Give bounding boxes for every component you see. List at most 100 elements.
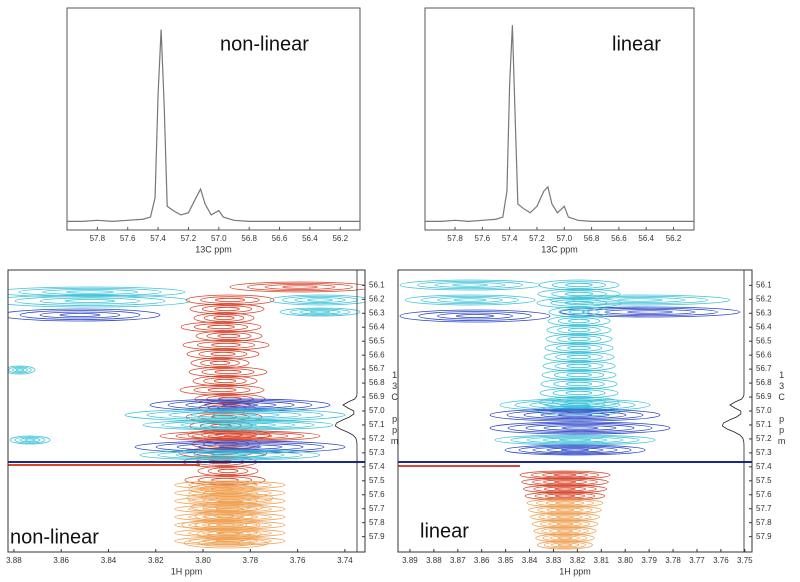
contour-line (543, 351, 615, 363)
contour-line (188, 366, 268, 378)
y-tick-label: 56.2 (756, 294, 772, 303)
x-tick-label: 57.0 (556, 234, 572, 243)
y-axis-label: 13C ppm (777, 370, 787, 447)
contour-line (627, 310, 673, 314)
contour-line (420, 295, 520, 305)
contour-line (418, 311, 532, 321)
x-tick-label: 56.2 (332, 234, 348, 243)
contour-line (19, 437, 41, 443)
y-tick-label: 57.9 (756, 532, 772, 541)
contour-line (188, 537, 272, 545)
contour-line (8, 365, 36, 375)
contour-line (247, 282, 353, 292)
x-tick-label: 3.78 (243, 556, 259, 565)
contour-line (206, 332, 252, 340)
contour-line (542, 479, 588, 485)
x-tick-label: 3.80 (617, 556, 633, 565)
contour-line (566, 363, 592, 369)
contour-line (526, 436, 624, 444)
contour-line (207, 324, 235, 330)
contour-line (542, 360, 616, 372)
contour-line (568, 318, 590, 324)
contour-line (193, 452, 267, 458)
contour-line (546, 447, 604, 453)
y-tick-label: 56.8 (756, 378, 772, 387)
contour-line (554, 487, 576, 491)
x-tick-label: 3.82 (148, 556, 164, 565)
contour-line (555, 353, 603, 361)
x-tick-label: 57.2 (181, 234, 197, 243)
contour-line (543, 541, 587, 549)
contour-line (203, 314, 245, 322)
contour-line (202, 514, 258, 520)
contour-line (452, 283, 488, 287)
x-tick-label: 3.81 (594, 556, 610, 565)
contour-line (214, 297, 246, 303)
x-tick-label: 3.76 (290, 556, 306, 565)
y-tick-label: 56.3 (369, 308, 385, 317)
y-tick-label: 57.4 (369, 462, 385, 471)
contour-line (542, 472, 588, 478)
contour-line (594, 297, 686, 303)
contour-line (188, 521, 272, 529)
contour-line (494, 434, 656, 446)
plot-frame (424, 7, 695, 231)
x-tick-label: 57.8 (447, 234, 463, 243)
contour-line (213, 315, 235, 321)
contour-line (201, 305, 253, 313)
contour-line (192, 375, 258, 387)
contour-line (542, 437, 608, 443)
x-axis-label: 1H ppm (559, 566, 591, 576)
contour-line (532, 446, 618, 454)
x-tick-label: 57.4 (150, 234, 166, 243)
contour-line (193, 386, 251, 394)
contour-line (557, 536, 573, 540)
contour-line (188, 529, 272, 537)
contour-line (24, 438, 36, 442)
contour-line (229, 281, 365, 293)
contour-line (545, 500, 585, 506)
contour-line (279, 307, 361, 317)
contour-line (215, 515, 245, 519)
contour-line (504, 444, 646, 456)
contour-line (289, 308, 351, 316)
y-tick-label: 57.1 (369, 420, 385, 429)
y-tick-label: 57.7 (756, 504, 772, 513)
x-tick-label: 56.6 (611, 234, 627, 243)
contour-line (175, 451, 285, 459)
contour-line (39, 297, 141, 305)
contour-line (547, 315, 611, 327)
contour-line (518, 445, 632, 455)
contour-line (544, 342, 614, 354)
contour-line (453, 298, 487, 302)
contour-line (176, 442, 304, 451)
projection-trace (721, 270, 745, 552)
x-tick-label: 56.6 (272, 234, 288, 243)
y-tick-label: 57.4 (756, 462, 772, 471)
y-axis-label: 13C ppm (390, 370, 400, 447)
y-tick-label: 57.5 (756, 476, 772, 485)
contour-line (556, 529, 574, 533)
contour-line (489, 421, 671, 435)
contour-line (567, 345, 591, 351)
y-tick-label: 56.7 (756, 364, 772, 373)
contour-line (437, 297, 503, 303)
contour-line (190, 357, 250, 369)
x-axis-label: 13C ppm (195, 244, 232, 254)
contour-line (554, 494, 576, 498)
x-tick-label: 57.2 (529, 234, 545, 243)
x-tick-label: 3.75 (737, 556, 753, 565)
contour-line (188, 513, 272, 521)
contour-line (565, 390, 593, 396)
x-tick-label: 3.86 (474, 556, 490, 565)
y-tick-label: 57.6 (756, 490, 772, 499)
plot-frame (66, 7, 361, 231)
contour-line (12, 367, 28, 373)
contour-line (149, 398, 331, 412)
contour-line (567, 327, 591, 333)
contour-line (555, 508, 575, 512)
contour-line (201, 368, 255, 376)
y-tick-label: 56.1 (369, 280, 385, 289)
contour-line (604, 309, 696, 315)
